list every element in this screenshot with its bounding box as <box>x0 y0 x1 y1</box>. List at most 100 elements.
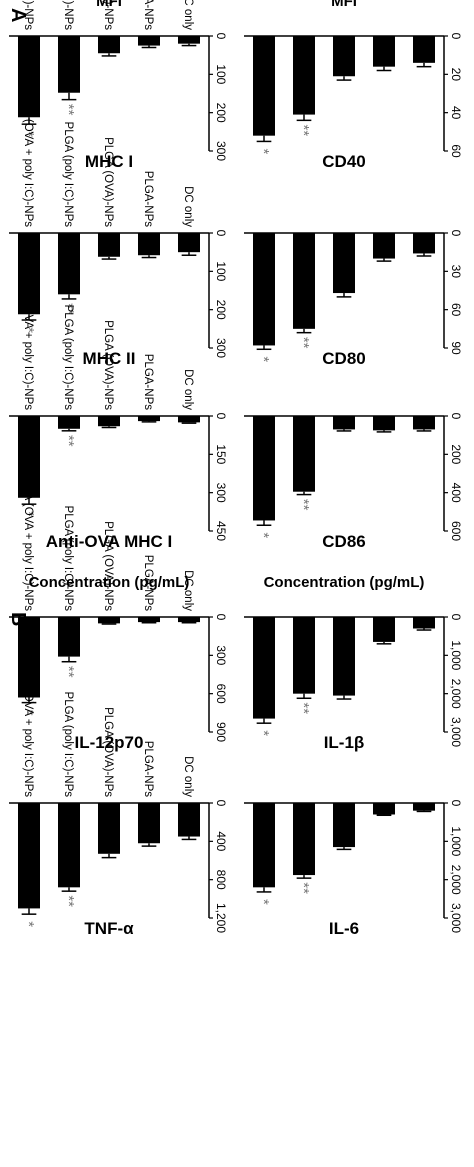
chart-2-title: CD80 <box>322 349 365 368</box>
chart-9-category-2: PLGA (OVA)-NPs <box>102 707 114 797</box>
chart-4-tick-label-2: 400 <box>449 483 463 503</box>
chart-1-tick-label-3: 300 <box>214 141 228 161</box>
chart-7-bar-4 <box>18 617 40 698</box>
chart-0-tick-label-0: 0 <box>449 33 463 40</box>
chart-0-sig-3: ** <box>295 124 312 136</box>
chart-9-bar-1 <box>138 803 160 844</box>
chart-8-sig-4: * <box>255 899 272 905</box>
chart-8-tick-label-1: 1,000 <box>449 826 463 856</box>
chart-7-category-0: DC only <box>182 570 194 611</box>
chart-2-bar-3 <box>293 233 315 329</box>
chart-1-bar-4 <box>18 36 40 118</box>
chart-7-sig-4: * <box>20 710 37 716</box>
chart-3-bar-0 <box>178 233 200 253</box>
chart-1-tick-label-2: 200 <box>214 103 228 123</box>
chart-7-category-2: PLGA (OVA)-NPs <box>102 521 114 611</box>
chart-3-tick-label-2: 200 <box>214 300 228 320</box>
chart-7-category-4: PLGA (OVA + poly I:C)-NPs <box>22 470 34 612</box>
chart-8-tick-label-3: 3,000 <box>449 903 463 933</box>
chart-7-title: IL-12p70 <box>75 733 144 752</box>
chart-4-sig-3: ** <box>295 499 312 511</box>
chart-1-bar-1 <box>138 36 160 46</box>
chart-6-tick-label-2: 2,000 <box>449 679 463 709</box>
chart-4-title: CD86 <box>322 532 365 551</box>
chart-7-tick-label-1: 300 <box>214 645 228 665</box>
chart-2-tick-label-3: 90 <box>449 341 463 355</box>
chart-0-bar-4 <box>253 36 275 136</box>
chart-3-category-4: PLGA (OVA + poly I:C)-NPs <box>22 86 34 228</box>
chart-7-category-3: PLGA (poly I:C)-NPs <box>62 506 74 612</box>
chart-3-bar-4 <box>18 233 40 315</box>
chart-9-sig-4: * <box>20 921 37 927</box>
chart-7-bar-2 <box>98 617 120 624</box>
chart-5-sig-3: ** <box>60 435 77 447</box>
chart-6-bar-1 <box>373 617 395 642</box>
chart-4-bar-0 <box>413 416 435 430</box>
chart-7-tick-label-3: 900 <box>214 722 228 742</box>
chart-4-bar-4 <box>253 416 275 521</box>
chart-6-sig-4: * <box>255 730 272 736</box>
chart-8-tick-label-0: 0 <box>449 800 463 807</box>
chart-5-tick-label-0: 0 <box>214 413 228 420</box>
chart-9-category-3: PLGA (poly I:C)-NPs <box>62 692 74 798</box>
chart-7-bar-0 <box>178 617 200 623</box>
chart-1-category-1: PLGA-NPs <box>142 0 154 30</box>
chart-7-bar-3 <box>58 617 80 657</box>
chart-4-bar-2 <box>333 416 355 430</box>
chart-3-bar-3 <box>58 233 80 295</box>
chart-9-tick-label-0: 0 <box>214 800 228 807</box>
chart-6-tick-label-1: 1,000 <box>449 640 463 670</box>
chart-9-category-4: PLGA (OVA + poly I:C)-NPs <box>22 656 34 798</box>
chart-6-ylabel: Concentration (pg/mL) <box>264 574 425 591</box>
chart-2-bar-0 <box>413 233 435 254</box>
chart-3-tick-label-0: 0 <box>214 230 228 237</box>
chart-6-sig-3: ** <box>295 702 312 714</box>
chart-6-bar-2 <box>333 617 355 696</box>
chart-3-tick-label-3: 300 <box>214 338 228 358</box>
chart-1-category-3: PLGA (poly I:C)-NPs <box>62 0 74 30</box>
chart-1-tick-label-1: 100 <box>214 64 228 84</box>
chart-5-title: Anti-OVA MHC I <box>46 532 173 551</box>
chart-8-tick-label-2: 2,000 <box>449 865 463 895</box>
chart-6-title: IL-1β <box>324 733 365 752</box>
chart-7-tick-label-0: 0 <box>214 614 228 621</box>
chart-6-bar-0 <box>413 617 435 629</box>
chart-3-bar-1 <box>138 233 160 256</box>
chart-7-sig-3: ** <box>60 666 77 678</box>
chart-3-category-1: PLGA-NPs <box>142 171 154 227</box>
chart-2-sig-4: * <box>255 356 272 362</box>
chart-7-tick-label-2: 600 <box>214 684 228 704</box>
chart-2-sig-3: ** <box>295 337 312 349</box>
chart-0-title: CD40 <box>322 152 365 171</box>
chart-9-category-0: DC only <box>182 756 194 797</box>
chart-1-category-0: DC only <box>182 0 194 30</box>
chart-1-ylabel: MFI <box>96 0 122 10</box>
chart-9-bar-0 <box>178 803 200 837</box>
chart-8-bar-1 <box>373 803 395 815</box>
chart-3-category-0: DC only <box>182 186 194 227</box>
chart-8-bar-3 <box>293 803 315 876</box>
chart-0-bar-3 <box>293 36 315 115</box>
chart-1-sig-4: * <box>20 131 37 137</box>
chart-5-category-0: DC only <box>182 369 194 410</box>
chart-5-tick-label-1: 150 <box>214 444 228 464</box>
chart-5-bar-2 <box>98 416 120 427</box>
chart-6-bar-3 <box>293 617 315 694</box>
chart-0-bar-2 <box>333 36 355 77</box>
chart-7-category-1: PLGA-NPs <box>142 555 154 611</box>
chart-4-tick-label-1: 200 <box>449 444 463 464</box>
chart-9-sig-3: ** <box>60 895 77 907</box>
chart-5-bar-1 <box>138 416 160 422</box>
chart-2-tick-label-1: 30 <box>449 265 463 279</box>
chart-0-sig-4: * <box>255 148 272 154</box>
chart-9-bar-4 <box>18 803 40 909</box>
chart-2-tick-label-2: 60 <box>449 303 463 317</box>
chart-6-bar-4 <box>253 617 275 719</box>
chart-3-tick-label-1: 100 <box>214 261 228 281</box>
chart-8-bar-4 <box>253 803 275 888</box>
chart-1-category-4: PLGA (OVA + poly I:C)-NPs <box>22 0 34 30</box>
chart-9-bar-2 <box>98 803 120 854</box>
chart-9-category-1: PLGA-NPs <box>142 741 154 797</box>
